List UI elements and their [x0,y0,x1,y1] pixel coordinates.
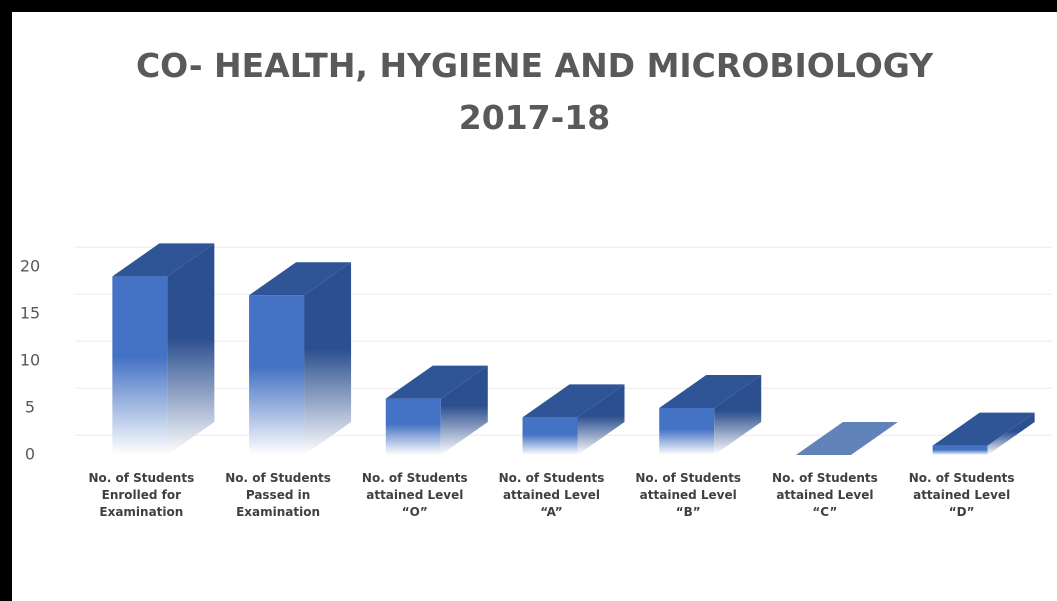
x-tick-label: No. of Students attained Level “B” [635,471,742,519]
x-tick-label: No. of Students attained Level “D” [908,471,1015,519]
bar [112,243,215,455]
bar-front [659,408,715,455]
bar [249,262,352,455]
x-tick-label: No. of Students attained Level “O” [361,471,468,519]
bar-top [249,262,352,296]
y-tick-label: 20 [20,257,40,276]
bar-side [440,365,488,455]
chart-title: CO- HEALTH, HYGIENE AND MICROBIOLOGY 201… [135,46,934,137]
x-tick-label: No. of Students Passed in Examination [225,471,331,519]
bar [522,384,625,455]
y-tick-label: 15 [20,304,40,323]
bar-side [304,262,352,455]
x-tick-label: No. of Students attained Level “C” [772,471,878,519]
frame [0,0,12,601]
bar-front [522,417,578,455]
bar-top [385,365,488,399]
x-tick-label: No. of Students attained Level “A” [498,471,605,519]
bar-side [987,412,1035,455]
y-tick-label: 10 [20,351,40,370]
bar-front [249,295,305,455]
bar-side [714,375,762,455]
bar-side [167,243,215,455]
frame [0,0,1057,12]
bar [659,375,762,455]
bar-top [795,422,898,455]
bar [385,365,488,455]
bar-side [577,384,625,455]
bar [795,422,898,455]
x-tick-label: No. of Students Enrolled for Examination [88,471,195,519]
bar-front [932,445,988,455]
bar-top [112,243,215,277]
bar [932,412,1035,455]
y-tick-label: 0 [25,445,35,464]
bar-top [932,412,1035,446]
bar-front [112,276,168,455]
y-tick-label: 5 [25,398,35,417]
bar-front [385,398,441,455]
bar-top [522,384,625,418]
bar-top [659,375,762,408]
